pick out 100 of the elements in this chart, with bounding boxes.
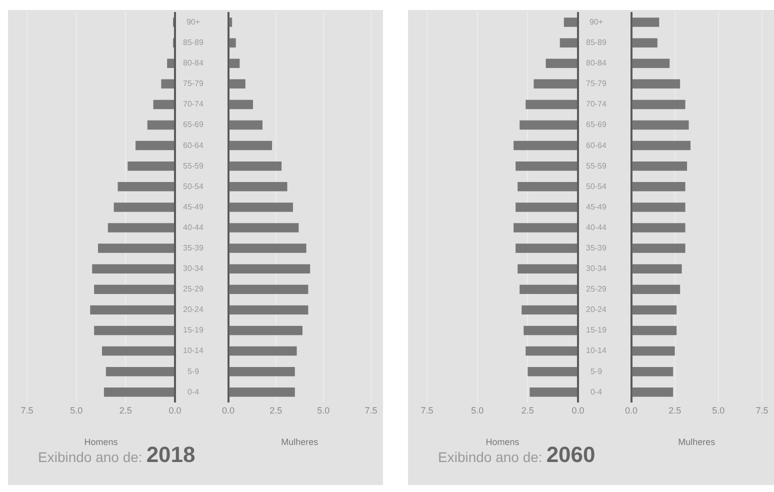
bar	[632, 100, 686, 110]
bar	[534, 79, 577, 89]
bar	[229, 18, 232, 27]
x-tick-label: 5.0	[70, 405, 83, 416]
bar	[118, 182, 174, 192]
y-tick-label: 65-69	[182, 120, 204, 130]
bar	[632, 305, 677, 315]
text: 2018	[146, 442, 196, 467]
bar	[632, 388, 674, 397]
bar	[526, 346, 577, 356]
bar	[520, 284, 577, 294]
y-tick-label: 30-34	[182, 264, 204, 274]
bar	[229, 223, 299, 232]
y-tick-label: 65-69	[586, 120, 608, 130]
y-tick-label: 70-74	[586, 100, 608, 109]
y-tick-label: 25-29	[586, 284, 608, 294]
y-tick-label: 20-24	[586, 305, 608, 314]
y-tick-label: 80-84	[586, 58, 608, 68]
bar	[229, 388, 295, 397]
y-tick-label: 10-14	[586, 346, 608, 356]
bar	[92, 264, 174, 274]
y-tick-label: 85-89	[586, 38, 608, 48]
bar	[229, 58, 240, 68]
bar	[229, 346, 297, 356]
bar	[98, 244, 174, 253]
bar	[229, 326, 302, 336]
bar	[546, 58, 577, 68]
bar	[229, 305, 308, 315]
bar	[108, 223, 174, 232]
x-tick-label: 5.0	[317, 405, 330, 416]
x-axis-title: Mulheres	[281, 437, 319, 448]
bar	[229, 79, 246, 89]
bar	[632, 326, 677, 336]
bar	[229, 140, 272, 150]
bar	[632, 346, 675, 356]
text: Exibindo ano de:	[438, 449, 542, 465]
y-tick-label: 55-59	[182, 161, 204, 170]
y-tick-label: 90+	[589, 17, 604, 26]
bar	[229, 38, 236, 48]
bar	[229, 264, 310, 274]
y-tick-label: 10-14	[182, 346, 204, 356]
bar	[524, 326, 577, 336]
bar	[632, 120, 689, 130]
bar	[229, 366, 295, 376]
y-tick-label: 55-59	[586, 161, 608, 170]
bar	[514, 140, 577, 150]
bar	[518, 182, 577, 192]
y-tick-label: 0-4	[187, 387, 200, 396]
bar	[229, 182, 288, 192]
y-tick-label: 5-9	[187, 366, 200, 376]
y-tick-label: 20-24	[182, 305, 204, 314]
x-tick-label: 2.5	[119, 405, 132, 416]
x-tick-label: 7.5	[364, 405, 378, 416]
bar	[632, 223, 686, 232]
y-tick-label: 35-39	[586, 244, 608, 252]
text: 2060	[546, 442, 596, 467]
bar	[161, 79, 174, 89]
x-tick-label: 2.5	[270, 405, 282, 416]
x-tick-label: 5.0	[712, 405, 725, 416]
bar	[632, 366, 674, 376]
bar	[632, 140, 691, 150]
bar	[564, 18, 577, 27]
x-tick-label: 7.5	[20, 405, 34, 416]
bar	[632, 18, 660, 27]
y-tick-label: 35-39	[182, 244, 204, 252]
bar	[516, 244, 577, 253]
x-tick-label: 2.5	[521, 405, 534, 416]
y-tick-label: 45-49	[182, 202, 204, 212]
bar	[516, 161, 577, 171]
bar	[106, 366, 174, 376]
x-tick-label: 0.0	[625, 405, 638, 416]
bar	[632, 161, 688, 171]
y-tick-label: 50-54	[586, 182, 608, 191]
y-tick-label: 80-84	[182, 58, 204, 68]
bar	[147, 120, 174, 130]
y-tick-label: 75-79	[182, 79, 204, 88]
bar	[516, 202, 577, 212]
bar	[518, 264, 577, 274]
bar	[560, 38, 577, 48]
bar	[229, 202, 293, 212]
bar	[530, 388, 577, 397]
bar	[632, 202, 686, 212]
bar	[632, 79, 680, 89]
bar	[136, 140, 174, 150]
bar	[526, 100, 577, 110]
bar	[632, 38, 658, 48]
bar	[167, 58, 174, 68]
x-tick-label: 7.5	[420, 405, 434, 416]
y-tick-label: 40-44	[182, 222, 204, 232]
y-tick-label: 60-64	[182, 140, 204, 150]
bar	[94, 326, 174, 336]
x-tick-label: 0.0	[168, 405, 182, 416]
y-tick-label: 30-34	[586, 264, 608, 274]
bar	[229, 244, 306, 253]
bar	[102, 346, 174, 356]
bar	[632, 58, 670, 68]
y-tick-label: 90+	[186, 17, 200, 26]
y-tick-label: 40-44	[586, 222, 608, 232]
bar	[229, 161, 282, 171]
bar	[522, 305, 577, 315]
